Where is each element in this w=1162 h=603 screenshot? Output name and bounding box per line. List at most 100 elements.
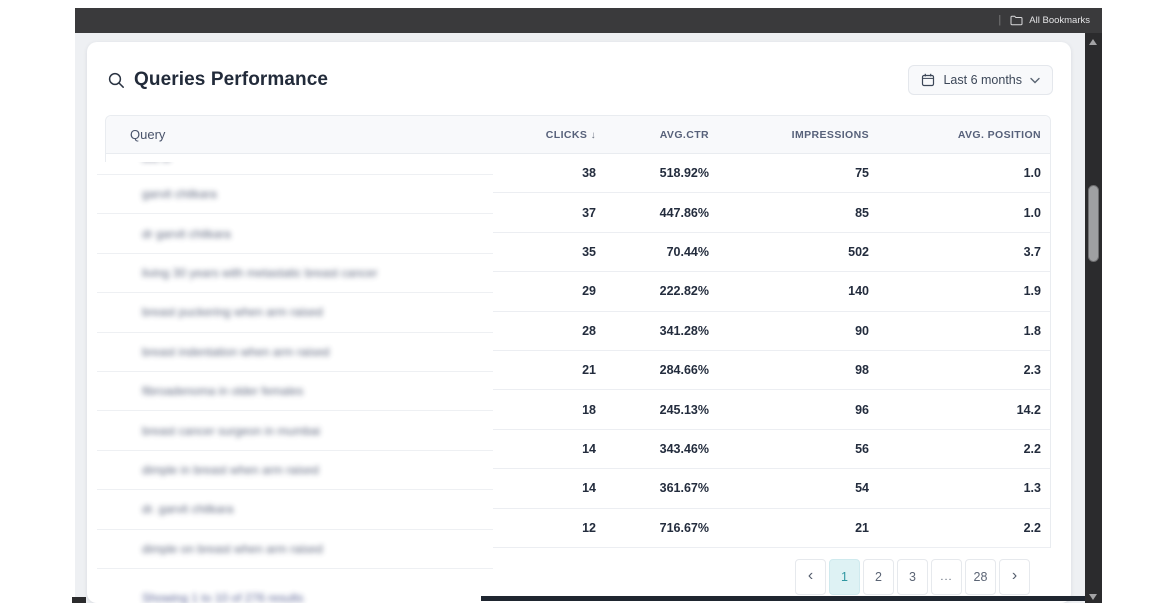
page-background: Queries Performance Last 6 months bbox=[75, 33, 1085, 603]
table-row[interactable]: 35 70.44% 502 3.7 bbox=[106, 233, 1050, 273]
column-header-avg-position[interactable]: AVG. POSITION bbox=[957, 128, 1041, 141]
pagination-ellipsis: ... bbox=[931, 559, 962, 595]
table-row[interactable]: 21 284.66% 98 2.3 bbox=[106, 351, 1050, 391]
browser-scrollbar[interactable] bbox=[1085, 33, 1102, 603]
window-bottom-left-corner bbox=[72, 597, 86, 603]
query-text-blurred: breast indentation when arm raised bbox=[142, 344, 330, 359]
query-text-blurred: •••• •• bbox=[97, 162, 493, 167]
folder-icon bbox=[1010, 15, 1023, 26]
impressions-value: 140 bbox=[848, 284, 869, 299]
clicks-value: 29 bbox=[582, 284, 596, 299]
query-row[interactable]: dimple on breast when arm raised bbox=[97, 530, 493, 569]
query-text-blurred: dimple in breast when arm raised bbox=[142, 462, 319, 477]
avg-ctr-value: 70.44% bbox=[666, 244, 709, 259]
query-row[interactable]: dimple in breast when arm raised bbox=[97, 451, 493, 491]
avg-position-value: 2.3 bbox=[1023, 363, 1041, 378]
table-row[interactable]: 18 245.13% 96 14.2 bbox=[106, 390, 1050, 430]
impressions-value: 54 bbox=[855, 481, 869, 496]
avg-position-value: 1.3 bbox=[1023, 481, 1041, 496]
scrollbar-up-arrow-icon[interactable] bbox=[1089, 39, 1097, 45]
clicks-value: 28 bbox=[582, 323, 596, 338]
pagination-page-28[interactable]: 28 bbox=[965, 559, 996, 595]
avg-ctr-value: 343.46% bbox=[659, 441, 709, 456]
table-row[interactable]: 29 222.82% 140 1.9 bbox=[106, 272, 1050, 312]
query-row[interactable]: dr garvit chitkara bbox=[97, 214, 493, 254]
chevron-down-icon bbox=[1030, 77, 1040, 83]
avg-ctr-value: 361.67% bbox=[659, 481, 709, 496]
avg-ctr-value: 222.82% bbox=[659, 284, 709, 299]
clipped-query-row: •••• •• bbox=[97, 162, 493, 175]
browser-chrome-bar: | All Bookmarks bbox=[75, 8, 1102, 33]
avg-ctr-value: 716.67% bbox=[659, 520, 709, 535]
query-column-blur-overlay: •••• •• garvit chitkara dr garvit chitka… bbox=[97, 162, 493, 603]
clicks-value: 38 bbox=[582, 166, 596, 181]
table-row[interactable]: 37 447.86% 85 1.0 bbox=[106, 193, 1050, 233]
query-text-blurred: garvit chitkara bbox=[142, 187, 217, 202]
impressions-value: 85 bbox=[855, 205, 869, 220]
table-row[interactable]: 38 518.92% 75 1.0 bbox=[106, 154, 1050, 194]
query-row[interactable]: breast cancer surgeon in mumbai bbox=[97, 411, 493, 451]
query-text-blurred: fibroadenoma in older females bbox=[142, 384, 304, 399]
page-title: Queries Performance bbox=[134, 69, 329, 90]
search-icon bbox=[108, 72, 124, 88]
date-range-dropdown[interactable]: Last 6 months bbox=[908, 65, 1053, 95]
table-row[interactable]: 28 341.28% 90 1.8 bbox=[106, 312, 1050, 351]
pagination-page-3[interactable]: 3 bbox=[897, 559, 928, 595]
avg-ctr-value: 447.86% bbox=[659, 205, 709, 220]
avg-position-value: 1.8 bbox=[1023, 323, 1041, 338]
avg-position-value: 2.2 bbox=[1023, 520, 1041, 535]
chrome-divider: | bbox=[998, 14, 1002, 26]
query-text-blurred: breast puckering when arm raised bbox=[142, 305, 323, 320]
column-header-query[interactable]: Query bbox=[130, 127, 166, 142]
clicks-value: 14 bbox=[582, 481, 596, 496]
query-row[interactable]: living 30 years with metastatic breast c… bbox=[97, 254, 493, 294]
avg-position-value: 1.0 bbox=[1023, 166, 1041, 181]
avg-position-value: 3.7 bbox=[1023, 244, 1041, 259]
impressions-value: 90 bbox=[855, 323, 869, 338]
query-text-blurred: dr garvit chitkara bbox=[142, 226, 231, 241]
all-bookmarks-label: All Bookmarks bbox=[1029, 15, 1090, 26]
avg-position-value: 1.9 bbox=[1023, 284, 1041, 299]
avg-ctr-value: 245.13% bbox=[659, 402, 709, 417]
table-row[interactable]: 12 716.67% 21 2.2 bbox=[106, 509, 1050, 548]
title-wrap: Queries Performance bbox=[108, 69, 328, 91]
impressions-value: 75 bbox=[855, 166, 869, 181]
query-text-blurred: dimple on breast when arm raised bbox=[142, 541, 323, 556]
avg-ctr-value: 518.92% bbox=[659, 166, 709, 181]
pagination: ‹ 1 2 3 ... 28 › bbox=[795, 559, 1030, 595]
column-header-avg-ctr[interactable]: AVG.CTR bbox=[659, 128, 709, 141]
queries-performance-card: Queries Performance Last 6 months bbox=[87, 42, 1071, 603]
avg-position-value: 1.0 bbox=[1023, 205, 1041, 220]
column-header-clicks[interactable]: CLICKS ↓ bbox=[488, 129, 596, 141]
impressions-value: 21 bbox=[855, 520, 869, 535]
results-summary-blurred: Showing 1 to 10 of 276 results bbox=[142, 590, 304, 603]
table-row[interactable]: 14 361.67% 54 1.3 bbox=[106, 469, 1050, 509]
query-row[interactable]: breast puckering when arm raised bbox=[97, 293, 493, 333]
impressions-value: 98 bbox=[855, 363, 869, 378]
clicks-value: 18 bbox=[582, 402, 596, 417]
query-row[interactable]: breast indentation when arm raised bbox=[97, 333, 493, 372]
clicks-value: 37 bbox=[582, 205, 596, 220]
all-bookmarks-button[interactable]: All Bookmarks bbox=[1010, 15, 1090, 26]
clicks-header-label: CLICKS bbox=[545, 128, 588, 141]
pagination-prev-button[interactable]: ‹ bbox=[795, 559, 826, 595]
table-header-row: Query CLICKS ↓ AVG.CTR IMPRESSIONS AVG. … bbox=[106, 116, 1050, 154]
calendar-icon bbox=[922, 73, 935, 87]
date-range-label: Last 6 months bbox=[943, 73, 1022, 87]
avg-ctr-value: 284.66% bbox=[659, 363, 709, 378]
query-row[interactable]: dr. garvit chitkara bbox=[97, 490, 493, 530]
avg-position-value: 2.2 bbox=[1023, 441, 1041, 456]
query-text-blurred: dr. garvit chitkara bbox=[142, 502, 234, 517]
query-row[interactable]: fibroadenoma in older females bbox=[97, 372, 493, 412]
column-header-impressions[interactable]: IMPRESSIONS bbox=[791, 128, 869, 141]
clicks-value: 21 bbox=[582, 363, 596, 378]
query-row[interactable]: garvit chitkara bbox=[97, 175, 493, 215]
pagination-page-1[interactable]: 1 bbox=[829, 559, 860, 595]
query-text-blurred: living 30 years with metastatic breast c… bbox=[142, 265, 378, 280]
pagination-next-button[interactable]: › bbox=[999, 559, 1030, 595]
table-row[interactable]: 14 343.46% 56 2.2 bbox=[106, 430, 1050, 470]
pagination-page-2[interactable]: 2 bbox=[863, 559, 894, 595]
scrollbar-thumb[interactable] bbox=[1088, 185, 1099, 262]
scrollbar-down-arrow-icon[interactable] bbox=[1089, 594, 1097, 600]
